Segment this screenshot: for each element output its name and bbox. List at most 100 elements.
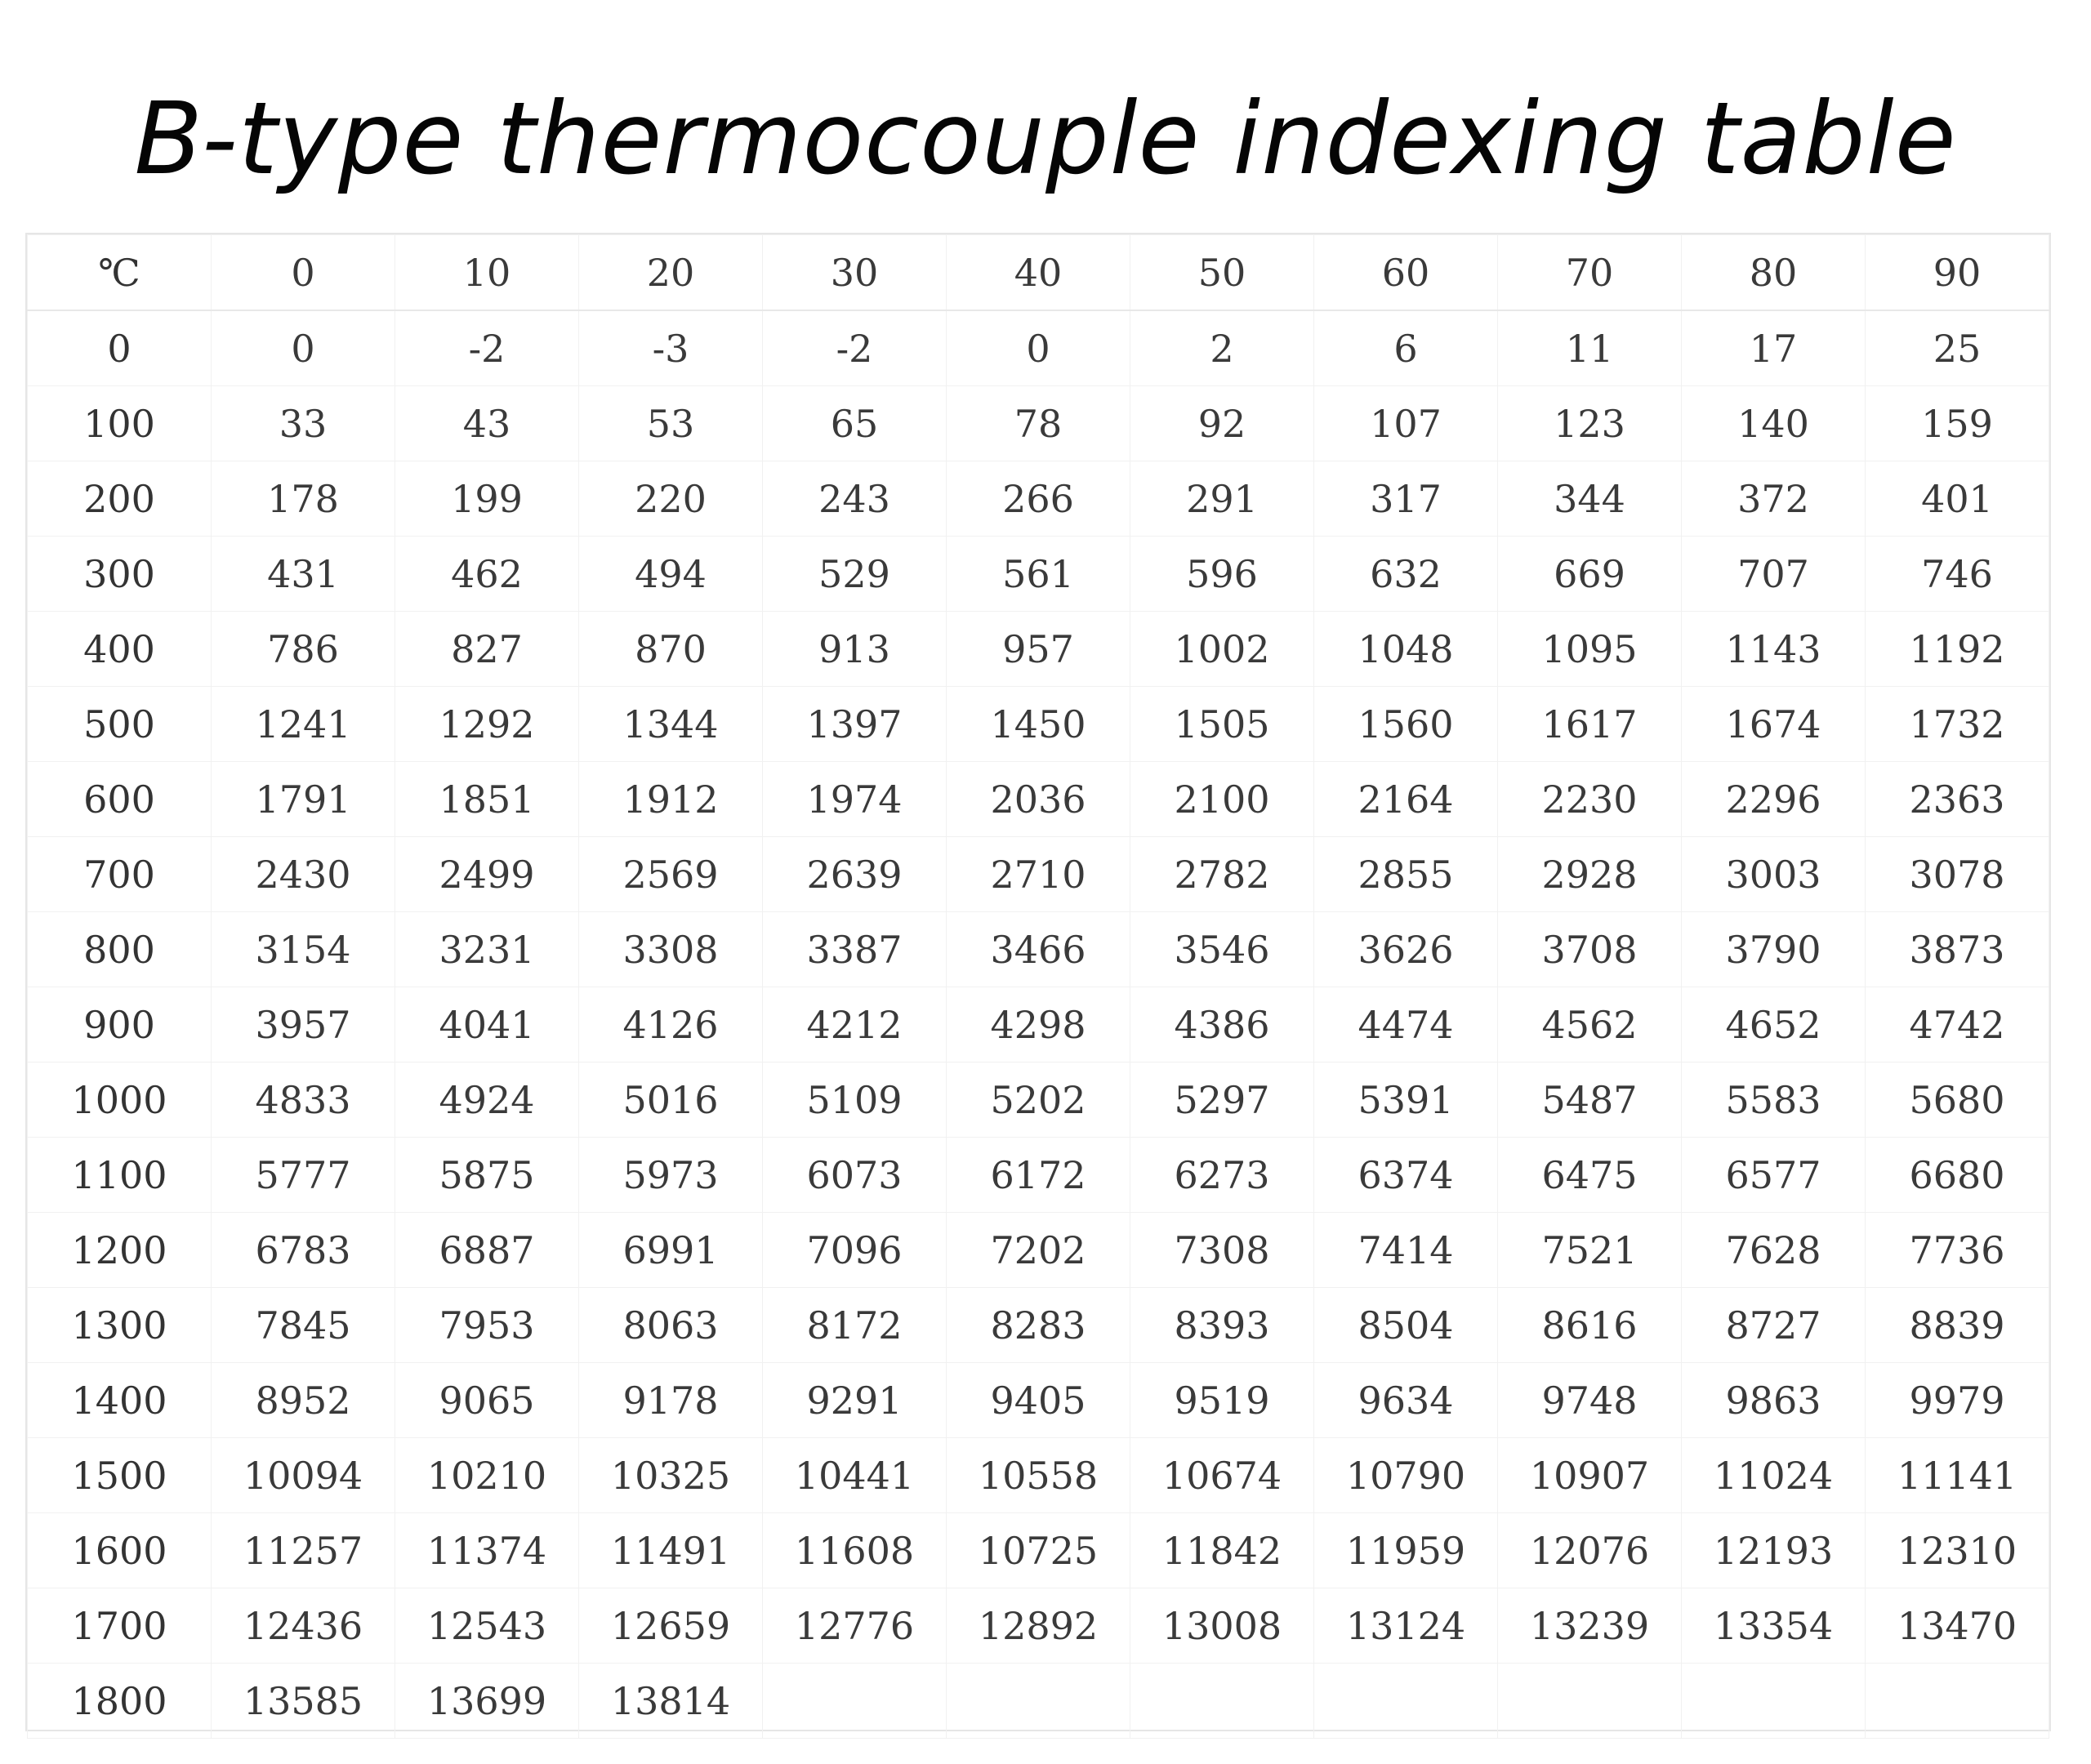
table-cell: 3626: [1313, 911, 1498, 987]
table-cell: 11608: [762, 1512, 947, 1588]
table-cell: 5875: [395, 1137, 579, 1213]
table-cell: 3790: [1681, 911, 1866, 987]
table-cell: -2: [395, 310, 579, 386]
table-cell: 669: [1497, 536, 1682, 612]
column-header-cell: 40: [946, 234, 1130, 311]
table-cell: 10094: [211, 1437, 395, 1513]
table-row: 1700 12436 12543 12659 12776 12892 13008 13124 1…: [27, 1588, 2049, 1664]
table-cell: 12076: [1497, 1512, 1682, 1588]
table-cell: 596: [1130, 536, 1314, 612]
table-cell: 2230: [1497, 761, 1682, 837]
table-cell: 10907: [1497, 1437, 1682, 1513]
table-cell: 632: [1313, 536, 1498, 612]
table-cell: 1192: [1865, 611, 2049, 687]
row-header-cell: 0: [27, 310, 212, 386]
table-row: 1500 10094 10210 10325 10441 10558 10674 10790 1…: [27, 1437, 2049, 1513]
row-header-cell: 500: [27, 686, 212, 762]
row-header-cell: 1500: [27, 1437, 212, 1513]
table-cell: 7736: [1865, 1212, 2049, 1288]
table-cell: 13585: [211, 1663, 395, 1739]
table-cell: 11141: [1865, 1437, 2049, 1513]
table-cell: 12436: [211, 1588, 395, 1664]
row-header-cell: 1800: [27, 1663, 212, 1739]
table-cell: 3308: [578, 911, 763, 987]
table-cell: 3708: [1497, 911, 1682, 987]
table-cell: 13470: [1865, 1588, 2049, 1664]
table-cell: 746: [1865, 536, 2049, 612]
index-table: ℃ 0 10 20 30 40 50 60 70 80 90 0 0 -2 -3 -2 0 2 6 11 17 25 100…: [27, 234, 2049, 1739]
table-cell: [946, 1663, 1130, 1739]
table-cell: -3: [578, 310, 763, 386]
table-cell: 1912: [578, 761, 763, 837]
column-header-cell: 90: [1865, 234, 2049, 311]
table-cell: [1130, 1663, 1314, 1739]
table-cell: 9979: [1865, 1362, 2049, 1438]
column-header-cell: 0: [211, 234, 395, 311]
table-cell: 12193: [1681, 1512, 1866, 1588]
table-cell: 11374: [395, 1512, 579, 1588]
table-cell: 2928: [1497, 836, 1682, 912]
table-cell: 10725: [946, 1512, 1130, 1588]
table-cell: 1674: [1681, 686, 1866, 762]
table-cell: 2036: [946, 761, 1130, 837]
table-cell: 11024: [1681, 1437, 1866, 1513]
thermocouple-table: ℃ 0 10 20 30 40 50 60 70 80 90 0 0 -2 -3 -2 0 2 6 11 17 25 100…: [25, 233, 2051, 1739]
table-row: 300 431 462 494 529 561 596 632 669 707 746: [27, 536, 2049, 612]
table-cell: 372: [1681, 461, 1866, 537]
table-cell: 3231: [395, 911, 579, 987]
table-row: 400 786 827 870 913 957 1002 1048 1095 1143 1192: [27, 611, 2049, 687]
table-cell: 1292: [395, 686, 579, 762]
row-header-cell: 800: [27, 911, 212, 987]
table-cell: 3546: [1130, 911, 1314, 987]
table-cell: 9634: [1313, 1362, 1498, 1438]
table-cell: 1095: [1497, 611, 1682, 687]
table-row: 0 0 -2 -3 -2 0 2 6 11 17 25: [27, 310, 2049, 386]
table-cell: 4298: [946, 987, 1130, 1062]
table-cell: 6073: [762, 1137, 947, 1213]
table-row: 1300 7845 7953 8063 8172 8283 8393 8504 8616 8727…: [27, 1287, 2049, 1363]
table-cell: 5391: [1313, 1062, 1498, 1138]
table-cell: 5202: [946, 1062, 1130, 1138]
table-cell: 2710: [946, 836, 1130, 912]
table-cell: -2: [762, 310, 947, 386]
table-cell: 8393: [1130, 1287, 1314, 1363]
table-cell: 178: [211, 461, 395, 537]
table-cell: 462: [395, 536, 579, 612]
table-cell: 107: [1313, 385, 1498, 461]
table-cell: 12543: [395, 1588, 579, 1664]
table-cell: 4126: [578, 987, 763, 1062]
table-cell: 4474: [1313, 987, 1498, 1062]
table-cell: 13239: [1497, 1588, 1682, 1664]
table-cell: 8616: [1497, 1287, 1682, 1363]
table-cell: 6: [1313, 310, 1498, 386]
table-cell: 2100: [1130, 761, 1314, 837]
table-cell: 5777: [211, 1137, 395, 1213]
table-cell: 6887: [395, 1212, 579, 1288]
table-cell: 33: [211, 385, 395, 461]
table-cell: 10674: [1130, 1437, 1314, 1513]
table-cell: 1241: [211, 686, 395, 762]
table-cell: 10325: [578, 1437, 763, 1513]
table-header-row: ℃ 0 10 20 30 40 50 60 70 80 90: [27, 234, 2049, 311]
table-cell: 5973: [578, 1137, 763, 1213]
row-header-cell: 600: [27, 761, 212, 837]
row-header-cell: 1300: [27, 1287, 212, 1363]
table-cell: 3154: [211, 911, 395, 987]
table-cell: 1974: [762, 761, 947, 837]
table-cell: 1344: [578, 686, 763, 762]
table-cell: [1497, 1663, 1682, 1739]
table-cell: 65: [762, 385, 947, 461]
table-cell: 5297: [1130, 1062, 1314, 1138]
table-cell: 12892: [946, 1588, 1130, 1664]
table-cell: 243: [762, 461, 947, 537]
table-cell: 2430: [211, 836, 395, 912]
table-cell: 3957: [211, 987, 395, 1062]
table-cell: 0: [211, 310, 395, 386]
table-cell: 1143: [1681, 611, 1866, 687]
table-cell: 13124: [1313, 1588, 1498, 1664]
table-cell: 529: [762, 536, 947, 612]
row-header-cell: 700: [27, 836, 212, 912]
table-cell: 9519: [1130, 1362, 1314, 1438]
table-cell: 3466: [946, 911, 1130, 987]
table-cell: 123: [1497, 385, 1682, 461]
